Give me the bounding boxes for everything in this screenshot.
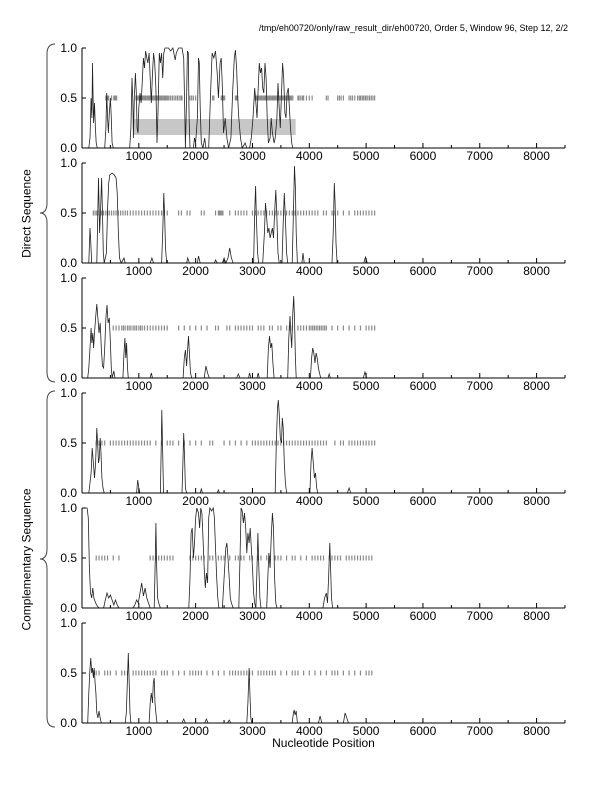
x-tick-label: 8000 — [523, 264, 550, 278]
panel-axes — [81, 162, 566, 264]
y-tick-label: 0.0 — [60, 486, 77, 500]
x-tick-label: 7000 — [466, 494, 493, 508]
x-tick-label: 1000 — [125, 609, 152, 623]
codon-marker-ticks — [95, 555, 373, 561]
panel-1: 0.0 0.5 1.0 1000 2000 3000 4000 5000 6000 7000 800… — [60, 41, 566, 163]
direct-sequence-brace — [39, 43, 56, 383]
y-tick-label: 1.0 — [60, 616, 77, 630]
predicted-gene-region-bar — [133, 119, 296, 135]
x-tick-label: 3000 — [239, 724, 266, 738]
x-tick-label: 7000 — [466, 724, 493, 738]
x-tick-label: 1000 — [125, 724, 152, 738]
x-tick-label: 8000 — [523, 379, 550, 393]
x-tick-label: 2000 — [182, 264, 209, 278]
y-tick-label: 1.0 — [60, 271, 77, 285]
probability-curve — [82, 652, 565, 724]
panel-axes — [81, 507, 566, 609]
x-tick-label: 4000 — [296, 264, 323, 278]
x-tick-label: 5000 — [353, 264, 380, 278]
x-tick-label: 6000 — [410, 149, 437, 163]
y-tick-label: 1.0 — [60, 386, 77, 400]
y-tick-label: 0.0 — [60, 601, 77, 615]
x-tick-label: 7000 — [466, 379, 493, 393]
x-tick-label: 5000 — [353, 609, 380, 623]
x-tick-label: 2000 — [182, 494, 209, 508]
direct-sequence-label: Direct Sequence — [19, 169, 34, 258]
x-tick-label: 2000 — [182, 149, 209, 163]
panel-axes — [81, 277, 566, 379]
panel-6: 0.0 0.5 1.0 1000 2000 3000 4000 5000 6000 7000 800… — [60, 616, 566, 738]
x-tick-label: 8000 — [523, 724, 550, 738]
x-tick-label: 1000 — [125, 379, 152, 393]
x-tick-label: 3000 — [239, 379, 266, 393]
y-tick-label: 1.0 — [60, 41, 77, 55]
y-tick-label: 0.0 — [60, 141, 77, 155]
x-tick-label: 2000 — [182, 609, 209, 623]
panel-axes — [81, 622, 566, 724]
panel-axes — [81, 47, 566, 149]
y-tick-label: 1.0 — [60, 156, 77, 170]
plot-title: /tmp/eh00720/only/raw_result_dir/eh00720… — [258, 23, 568, 33]
x-tick-label: 5000 — [353, 494, 380, 508]
panel-4: 0.0 0.5 1.0 1000 2000 3000 4000 5000 6000 7000 800… — [60, 386, 566, 508]
y-tick-label: 0.5 — [60, 666, 77, 680]
x-tick-label: 3000 — [239, 149, 266, 163]
probability-curve — [82, 399, 565, 494]
x-tick-label: 8000 — [523, 149, 550, 163]
x-tick-label: 7000 — [466, 149, 493, 163]
codon-marker-ticks — [92, 670, 373, 676]
y-tick-label: 1.0 — [60, 501, 77, 515]
y-tick-label: 0.5 — [60, 551, 77, 565]
x-tick-label: 1000 — [125, 494, 152, 508]
x-tick-label: 5000 — [353, 724, 380, 738]
complementary-sequence-brace — [39, 390, 56, 728]
x-tick-label: 2000 — [182, 379, 209, 393]
x-tick-label: 6000 — [410, 724, 437, 738]
codon-marker-ticks — [112, 325, 376, 331]
y-tick-label: 0.0 — [60, 371, 77, 385]
x-tick-label: 3000 — [239, 609, 266, 623]
probability-curve — [82, 165, 565, 265]
y-tick-label: 0.5 — [60, 91, 77, 105]
x-tick-label: 1000 — [125, 264, 152, 278]
complementary-sequence-label: Complementary Sequence — [19, 488, 34, 631]
x-axis-title: Nucleotide Position — [272, 736, 375, 750]
panel-5: 0.0 0.5 1.0 1000 2000 3000 4000 5000 6000 7000 800… — [60, 501, 566, 623]
x-tick-label: 6000 — [410, 609, 437, 623]
codon-marker-ticks — [95, 440, 376, 446]
y-tick-label: 0.5 — [60, 436, 77, 450]
codon-marker-ticks — [105, 95, 376, 101]
x-tick-label: 4000 — [296, 609, 323, 623]
x-tick-label: 3000 — [239, 264, 266, 278]
x-tick-label: 6000 — [410, 264, 437, 278]
x-tick-label: 4000 — [296, 149, 323, 163]
x-tick-label: 4000 — [296, 724, 323, 738]
x-tick-label: 3000 — [239, 494, 266, 508]
x-tick-label: 2000 — [182, 724, 209, 738]
y-tick-label: 0.5 — [60, 321, 77, 335]
x-tick-label: 5000 — [353, 149, 380, 163]
x-tick-label: 6000 — [410, 379, 437, 393]
codon-marker-ticks — [92, 210, 376, 216]
panel-3: 0.0 0.5 1.0 1000 2000 3000 4000 5000 6000 7000 800… — [60, 271, 566, 393]
x-tick-label: 5000 — [353, 379, 380, 393]
panel-axes — [81, 392, 566, 494]
y-tick-label: 0.0 — [60, 256, 77, 270]
x-tick-label: 8000 — [523, 494, 550, 508]
probability-curve — [82, 295, 565, 379]
x-tick-label: 7000 — [466, 609, 493, 623]
x-tick-label: 1000 — [125, 149, 152, 163]
x-tick-label: 4000 — [296, 379, 323, 393]
y-tick-label: 0.5 — [60, 206, 77, 220]
panel-2: 0.0 0.5 1.0 1000 2000 3000 4000 5000 6000 7000 800… — [60, 156, 566, 278]
x-tick-label: 8000 — [523, 609, 550, 623]
probability-curve — [82, 47, 565, 150]
x-tick-label: 4000 — [296, 494, 323, 508]
y-tick-label: 0.0 — [60, 716, 77, 730]
x-tick-label: 6000 — [410, 494, 437, 508]
x-tick-label: 7000 — [466, 264, 493, 278]
